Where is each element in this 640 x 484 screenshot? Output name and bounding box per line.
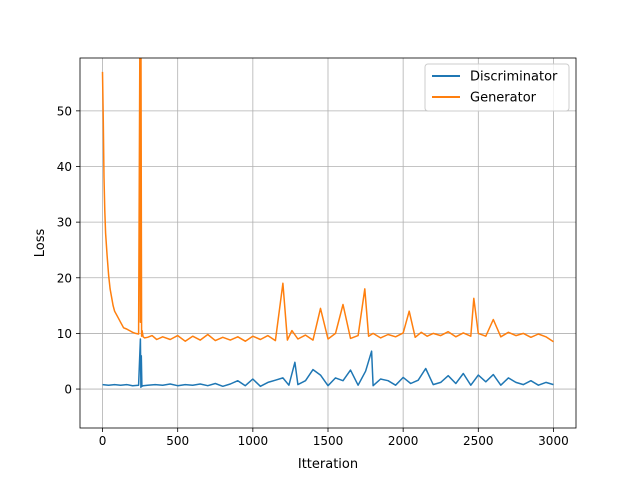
series-line-discriminator [102,338,554,389]
x-tick-label: 0 [99,434,107,448]
y-tick-label: 40 [57,160,72,174]
x-tick-label: 3000 [538,434,569,448]
axis-ticks: 0 500 1000 1500 2000 2500 3000 0 10 20 30 40 50 [57,104,569,448]
x-tick-label: 2000 [388,434,419,448]
x-tick-label: 500 [166,434,189,448]
y-tick-label: 20 [57,271,72,285]
y-axis-label: Loss [33,229,48,258]
y-tick-label: 0 [64,383,72,397]
x-tick-label: 1000 [238,434,269,448]
series-group [101,58,554,389]
x-axis-label: Itteration [298,457,358,472]
x-tick-label: 1500 [313,434,344,448]
legend-label-discriminator: Discriminator [470,70,558,85]
y-tick-label: 50 [57,104,72,118]
y-tick-label: 10 [57,327,72,341]
y-tick-label: 30 [57,216,72,230]
series-line-generator [101,58,554,343]
grid [80,58,576,428]
legend: Discriminator Generator [424,63,570,112]
legend-label-generator: Generator [470,91,537,106]
legend-box [424,63,570,112]
x-tick-label: 2500 [463,434,494,448]
